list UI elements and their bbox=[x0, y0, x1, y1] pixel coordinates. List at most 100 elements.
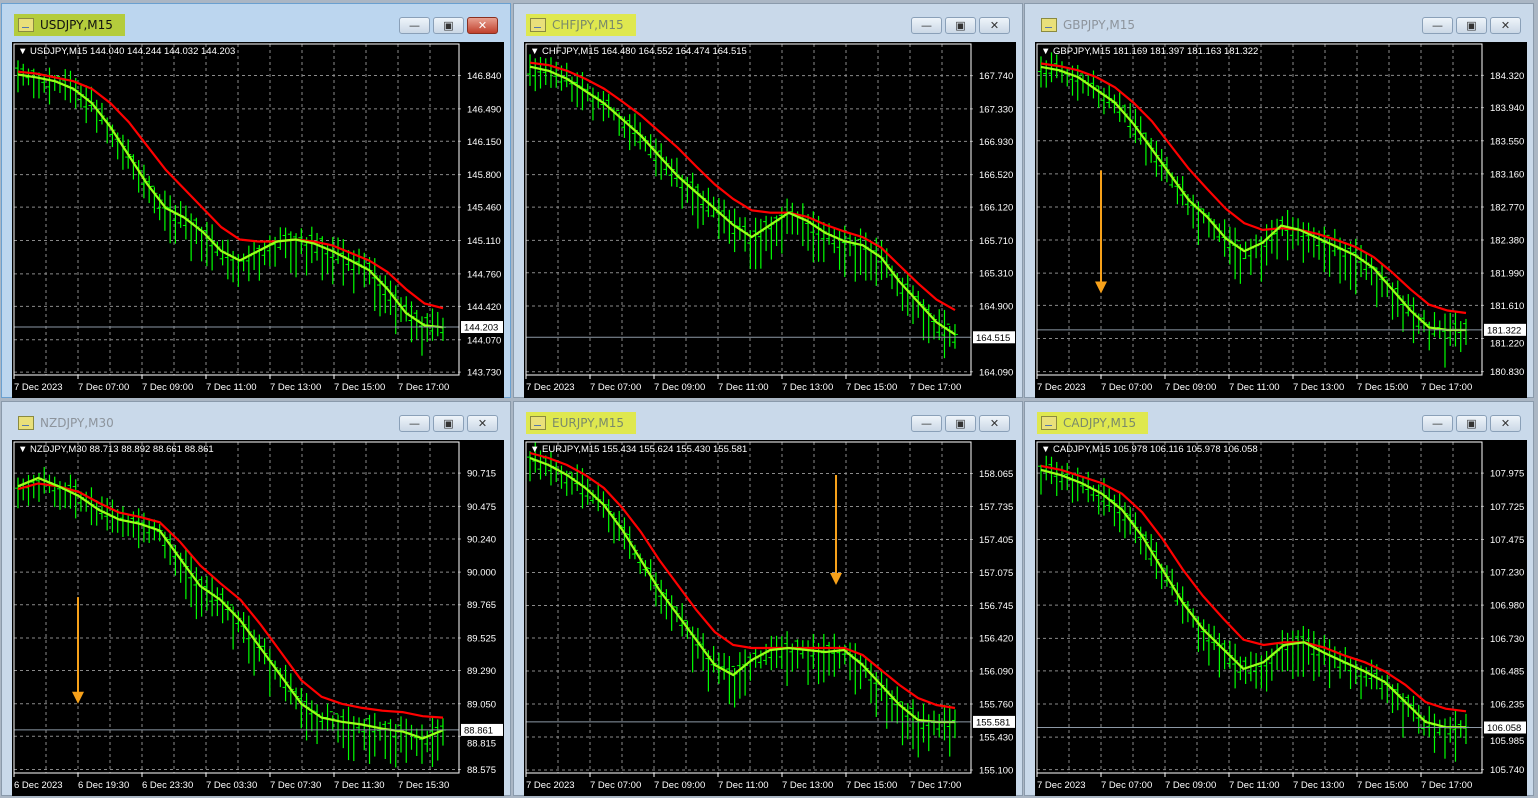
chart-legend: ▼ EURJPY,M15 155.434 155.624 155.430 155… bbox=[530, 444, 748, 455]
minimize-button[interactable]: — bbox=[399, 415, 430, 432]
price-bar bbox=[1347, 241, 1354, 290]
chart-canvas: 184.320 183.940 183.550 183.160 182.770 182.3… bbox=[1036, 43, 1526, 393]
price-chart[interactable]: 90.715 90.475 90.240 90.000 89.765 89.525 89.2… bbox=[12, 440, 504, 796]
minimize-button[interactable]: — bbox=[911, 415, 942, 432]
title-bar[interactable]: NZDJPY,M30 — ▣ ✕ bbox=[2, 402, 510, 436]
minimize-icon: — bbox=[1432, 417, 1443, 430]
maximize-button[interactable]: ▣ bbox=[945, 415, 976, 432]
close-button[interactable]: ✕ bbox=[979, 415, 1010, 432]
price-bar bbox=[193, 567, 200, 620]
close-button[interactable]: ✕ bbox=[467, 415, 498, 432]
x-tick-label: 7 Dec 11:00 bbox=[1229, 780, 1280, 791]
window-title: CHFJPY,M15 bbox=[526, 14, 636, 36]
price-bar bbox=[345, 706, 352, 761]
chart-window-gbpjpy[interactable]: GBPJPY,M15 — ▣ ✕ 184.320 183.940 183.550 18… bbox=[1024, 3, 1534, 398]
price-bar bbox=[820, 633, 827, 683]
title-bar[interactable]: CADJPY,M15 — ▣ ✕ bbox=[1025, 402, 1533, 436]
price-bar bbox=[1258, 655, 1265, 689]
y-tick-label: 146.840 bbox=[467, 71, 501, 82]
price-bar bbox=[1079, 73, 1086, 94]
maximize-button[interactable]: ▣ bbox=[433, 17, 464, 34]
close-button[interactable]: ✕ bbox=[979, 17, 1010, 34]
y-tick-label: 90.715 bbox=[467, 469, 496, 480]
y-tick-label: 107.975 bbox=[1490, 469, 1524, 480]
price-bar bbox=[946, 323, 953, 347]
current-price-box bbox=[461, 723, 503, 736]
chart-window-icon bbox=[530, 18, 546, 32]
title-bar[interactable]: EURJPY,M15 — ▣ ✕ bbox=[514, 402, 1022, 436]
price-bar bbox=[1300, 222, 1307, 263]
price-bar bbox=[429, 308, 436, 341]
minimize-button[interactable]: — bbox=[1422, 17, 1453, 34]
y-tick-label: 167.330 bbox=[979, 104, 1013, 115]
price-bar bbox=[266, 648, 273, 697]
price-bar bbox=[319, 712, 326, 731]
chart-window-cadjpy[interactable]: CADJPY,M15 — ▣ ✕ 107.975 107.725 107.475 10… bbox=[1024, 401, 1534, 796]
price-bar bbox=[20, 478, 27, 501]
price-bar bbox=[868, 661, 875, 704]
title-bar[interactable]: GBPJPY,M15 — ▣ ✕ bbox=[1025, 4, 1533, 38]
y-tick-label: 167.740 bbox=[979, 71, 1013, 82]
price-bar bbox=[282, 227, 289, 259]
price-bar bbox=[340, 239, 347, 286]
chart-canvas: 107.975 107.725 107.475 107.230 106.980 106.7… bbox=[1036, 441, 1526, 791]
x-tick-label: 7 Dec 07:00 bbox=[590, 780, 641, 791]
title-bar[interactable]: USDJPY,M15 — ▣ ✕ bbox=[2, 4, 510, 38]
maximize-button[interactable]: ▣ bbox=[1456, 415, 1487, 432]
current-price-box bbox=[461, 321, 503, 334]
price-chart[interactable]: 167.740 167.330 166.930 166.520 166.120 165.7… bbox=[524, 42, 1016, 398]
price-bar bbox=[413, 309, 420, 340]
maximize-button[interactable]: ▣ bbox=[945, 17, 976, 34]
price-bar bbox=[736, 652, 743, 699]
close-icon: ✕ bbox=[477, 417, 488, 430]
price-bar bbox=[1295, 630, 1302, 677]
minimize-button[interactable]: — bbox=[911, 17, 942, 34]
price-bar bbox=[308, 226, 315, 264]
chart-legend: ▼ NZDJPY,M30 88.713 88.892 88.661 88.861 bbox=[18, 444, 214, 455]
maximize-button[interactable]: ▣ bbox=[433, 415, 464, 432]
price-bar bbox=[1247, 238, 1254, 276]
price-bar bbox=[1053, 461, 1060, 496]
x-tick-label: 7 Dec 03:30 bbox=[206, 780, 257, 791]
price-chart[interactable]: 158.065 157.735 157.405 157.075 156.745 156.4… bbox=[524, 440, 1016, 796]
chart-window-nzdjpy[interactable]: NZDJPY,M30 — ▣ ✕ 90.715 90.475 90.240 90.00… bbox=[1, 401, 511, 796]
plot-border bbox=[1036, 43, 1483, 376]
window-title-text: USDJPY,M15 bbox=[40, 18, 113, 32]
price-bar bbox=[1300, 625, 1307, 677]
price-bar bbox=[15, 477, 21, 509]
price-chart[interactable]: 107.975 107.725 107.475 107.230 106.980 106.7… bbox=[1035, 440, 1527, 796]
chart-window-chfjpy[interactable]: CHFJPY,M15 — ▣ ✕ 167.740 167.330 166.930 16… bbox=[513, 3, 1023, 398]
chart-window-eurjpy[interactable]: EURJPY,M15 — ▣ ✕ 158.065 157.735 157.405 15… bbox=[513, 401, 1023, 796]
y-tick-label: 182.380 bbox=[1490, 236, 1524, 247]
price-bar bbox=[1205, 623, 1212, 666]
y-tick-label: 180.830 bbox=[1490, 367, 1524, 378]
title-bar[interactable]: CHFJPY,M15 — ▣ ✕ bbox=[514, 4, 1022, 38]
price-bar bbox=[1321, 635, 1328, 665]
price-bar bbox=[314, 704, 321, 745]
y-tick-label: 89.290 bbox=[467, 666, 496, 677]
price-bar bbox=[1326, 639, 1333, 689]
minimize-button[interactable]: — bbox=[399, 17, 430, 34]
price-chart[interactable]: 146.840 146.490 146.150 145.800 145.460 145.1… bbox=[12, 42, 504, 398]
minimize-button[interactable]: — bbox=[1422, 415, 1453, 432]
maximize-button[interactable]: ▣ bbox=[1456, 17, 1487, 34]
price-bar bbox=[1048, 456, 1055, 485]
y-tick-label: 181.220 bbox=[1490, 338, 1524, 349]
close-button[interactable]: ✕ bbox=[1490, 415, 1521, 432]
chart-legend: ▼ GBPJPY,M15 181.169 181.397 181.163 181… bbox=[1041, 46, 1259, 57]
x-tick-label: 6 Dec 23:30 bbox=[142, 780, 193, 791]
price-bar bbox=[910, 285, 917, 325]
price-bar bbox=[563, 62, 570, 88]
chart-window-icon bbox=[18, 18, 34, 32]
x-tick-label: 7 Dec 15:00 bbox=[1357, 780, 1408, 791]
current-price-box bbox=[973, 715, 1015, 728]
chart-window-usdjpy[interactable]: USDJPY,M15 — ▣ ✕ 146.840 146.490 146.150 14… bbox=[1, 3, 511, 398]
y-tick-label: 107.475 bbox=[1490, 535, 1524, 546]
close-button[interactable]: ✕ bbox=[1490, 17, 1521, 34]
close-button[interactable]: ✕ bbox=[467, 17, 498, 34]
x-tick-label: 7 Dec 09:00 bbox=[142, 382, 193, 393]
current-price-box bbox=[1484, 721, 1526, 734]
y-tick-label: 90.000 bbox=[467, 568, 496, 579]
price-chart[interactable]: 184.320 183.940 183.550 183.160 182.770 182.3… bbox=[1035, 42, 1527, 398]
price-bar bbox=[1232, 643, 1239, 689]
